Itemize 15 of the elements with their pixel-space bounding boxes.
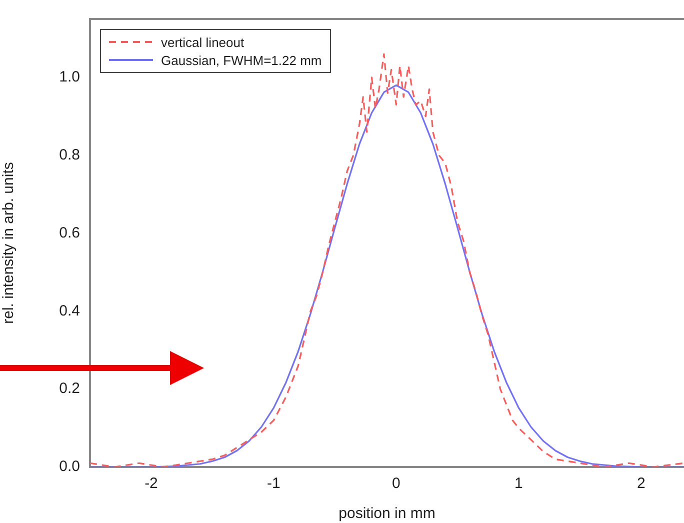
- x-axis-title: position in mm: [338, 505, 436, 522]
- x-tick-label: -2: [144, 475, 158, 492]
- legend-label: vertical lineout: [161, 34, 244, 50]
- x-tick-label: 0: [392, 475, 400, 492]
- y-tick-label: 0.2: [59, 380, 80, 398]
- x-tick-label: -1: [267, 475, 280, 492]
- y-axis-title: rel. intensity in arb. units: [0, 162, 18, 324]
- y-tick-label: 0.6: [59, 224, 80, 242]
- y-tick-label: 0.8: [59, 146, 80, 164]
- y-tick-label: 1.0: [59, 68, 80, 86]
- legend-label: Gaussian, FWHM=1.22 mm: [161, 52, 322, 68]
- x-tick-label: 2: [636, 475, 646, 492]
- x-tick-label: 1: [514, 475, 523, 492]
- y-tick-label: 0.0: [59, 458, 80, 476]
- y-tick-label: 0.4: [59, 302, 80, 320]
